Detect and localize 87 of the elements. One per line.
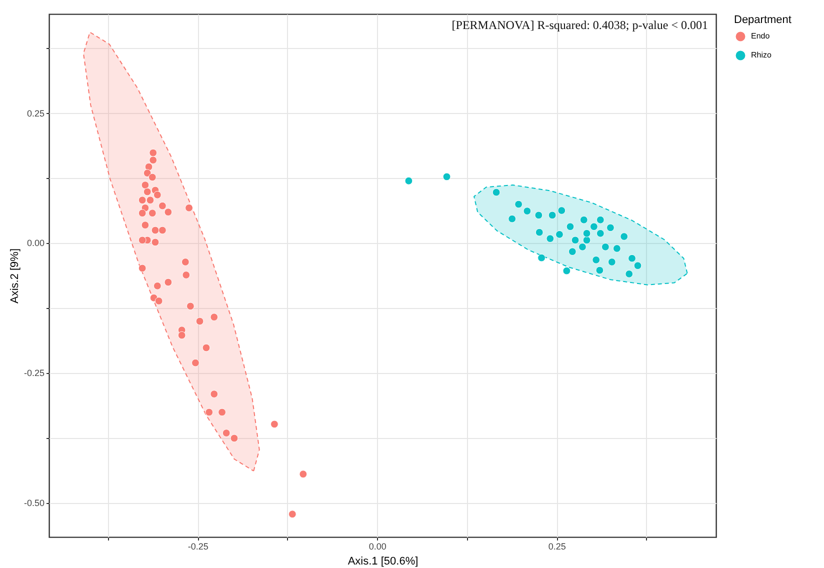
- point: [222, 429, 230, 437]
- point: [146, 196, 154, 204]
- point: [562, 266, 571, 275]
- point: [556, 230, 564, 238]
- point: [205, 408, 214, 416]
- point: [590, 222, 598, 231]
- point: [210, 390, 218, 398]
- point: [612, 244, 621, 252]
- point: [508, 214, 516, 223]
- point: [186, 302, 194, 310]
- y-tick-label: 0.25: [26, 108, 44, 118]
- point: [143, 188, 152, 196]
- point: [538, 254, 546, 262]
- point: [596, 229, 604, 238]
- y-tick-label: -0.50: [24, 498, 44, 508]
- point: [606, 224, 614, 232]
- point: [492, 188, 500, 196]
- point: [535, 228, 544, 236]
- point: [546, 234, 554, 243]
- x-tick-label: 0.00: [368, 542, 386, 552]
- point: [196, 317, 204, 326]
- point: [534, 211, 543, 220]
- point: [442, 172, 451, 181]
- point: [568, 248, 576, 256]
- point: [192, 358, 200, 367]
- point: [578, 242, 586, 251]
- point: [548, 211, 556, 220]
- point: [148, 173, 156, 182]
- y-axis-title: Axis.2 [9%]: [8, 248, 21, 304]
- point: [582, 236, 591, 244]
- point: [566, 222, 574, 231]
- annotation: [PERMANOVA] R-squared: 0.4038; p-value < 0.001: [452, 18, 708, 32]
- point: [558, 206, 566, 214]
- point: [185, 204, 193, 212]
- point: [210, 313, 218, 322]
- point: [596, 216, 604, 224]
- point: [230, 434, 238, 442]
- point: [299, 470, 308, 478]
- point: [149, 148, 158, 157]
- point: [270, 420, 278, 428]
- point: [523, 207, 532, 215]
- point: [138, 236, 146, 244]
- point: [143, 169, 152, 178]
- point: [148, 209, 156, 218]
- point: [149, 156, 158, 164]
- x-axis-title: Axis.1 [50.6%]: [348, 556, 418, 568]
- point: [141, 181, 150, 189]
- point: [138, 264, 146, 272]
- point: [138, 209, 146, 218]
- point: [288, 510, 296, 518]
- point: [141, 221, 150, 230]
- point: [138, 196, 146, 204]
- point: [164, 278, 172, 286]
- point: [153, 190, 162, 199]
- point: [628, 254, 636, 262]
- point: [601, 242, 610, 251]
- y-tick-label: 0.00: [26, 238, 44, 248]
- point: [404, 176, 413, 185]
- point: [625, 270, 634, 278]
- legend-label: Rhizo: [751, 50, 772, 60]
- point: [158, 226, 166, 234]
- point: [608, 258, 616, 266]
- point: [634, 262, 642, 270]
- point: [181, 258, 190, 266]
- x-tick-label: 0.25: [548, 542, 566, 552]
- point: [151, 238, 160, 246]
- point: [164, 208, 172, 216]
- point: [620, 232, 628, 240]
- point: [514, 200, 523, 208]
- point: [592, 256, 600, 264]
- point: [580, 216, 588, 224]
- y-tick-label: -0.25: [24, 368, 44, 378]
- point: [178, 331, 186, 340]
- point: [182, 271, 190, 279]
- point: [144, 162, 153, 171]
- point: [151, 226, 160, 234]
- point: [153, 282, 162, 290]
- point: [582, 229, 591, 238]
- point: [154, 297, 163, 305]
- point: [571, 236, 580, 244]
- point: [202, 344, 210, 352]
- x-tick-label: -0.25: [188, 542, 208, 552]
- legend-title: Department: [734, 14, 792, 26]
- point: [158, 202, 166, 210]
- point: [596, 266, 604, 274]
- point: [218, 408, 226, 416]
- legend-label: Endo: [751, 32, 770, 40]
